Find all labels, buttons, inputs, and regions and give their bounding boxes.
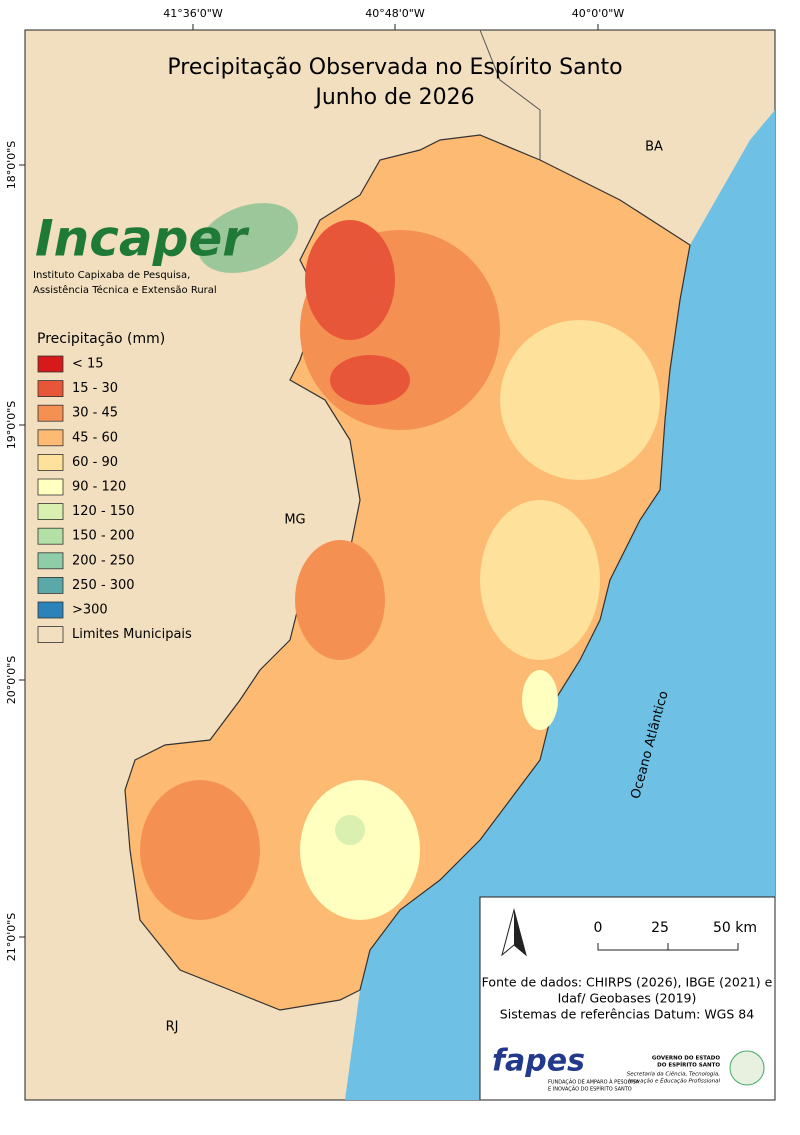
state-border (479, 29, 541, 160)
government-title: DO ESPÍRITO SANTO (657, 1061, 720, 1069)
legend-title: Precipitação (mm) (37, 331, 165, 347)
legend-label: 60 - 90 (72, 455, 118, 470)
coordinates: 41°36'0"W 40°48'0"W 40°0'0"W 18°0'0"S 19°0'0… (5, 7, 624, 961)
latitude-label: 18°0'0"S (5, 141, 18, 190)
longitude-label: 40°0'0"W (572, 7, 625, 20)
legend-label: Limites Municipais (72, 627, 192, 642)
longitude-label: 40°48'0"W (365, 7, 425, 20)
latitude-label: 20°0'0"S (5, 656, 18, 705)
legend-label: 90 - 120 (72, 480, 126, 495)
source-text: Sistemas de referências Datum: WGS 84 (500, 1007, 754, 1022)
legend-swatch (37, 552, 64, 570)
fapes-name: fapes (492, 1044, 585, 1079)
incaper-logo: Incaper Instituto Capixaba de Pesquisa, … (33, 203, 299, 296)
legend: < 15 15 - 30 30 - 45 45 - 60 60 - 90 90 - 120… (37, 355, 192, 643)
legend-label: 30 - 45 (72, 406, 118, 421)
scale-label: 25 (651, 920, 669, 936)
logo-subtitle: Assistência Técnica e Extensão Rural (33, 284, 217, 296)
government-title: GOVERNO DO ESTADO (652, 1056, 721, 1062)
legend-swatch (37, 601, 64, 619)
legend-swatch (37, 380, 64, 398)
legend-swatch (37, 355, 64, 373)
legend-label: 45 - 60 (72, 430, 118, 445)
legend-swatch (37, 429, 64, 447)
scale-label: 50 km (713, 920, 757, 936)
legend-swatch (37, 577, 64, 594)
legend-label: 200 - 250 (72, 553, 135, 568)
legend-label: 150 - 200 (72, 529, 135, 544)
logo-subtitle: Instituto Capixaba de Pesquisa, (33, 270, 190, 281)
north-arrow (514, 910, 526, 955)
legend-label: >300 (72, 603, 108, 618)
place-label: MG (284, 513, 305, 528)
longitude-label: 41°36'0"W (163, 7, 223, 20)
latitude-label: 21°0'0"S (5, 913, 18, 962)
legend-label: 250 - 300 (72, 578, 135, 593)
legend-swatch (37, 404, 64, 422)
logo-name: Incaper (35, 210, 250, 268)
precipitation-zones (140, 220, 660, 920)
legend-label: 15 - 30 (72, 381, 118, 396)
legend-swatch (37, 527, 64, 545)
legend-swatch (37, 503, 64, 521)
government-subtitle: Secretaria da Ciência, Tecnologia, (627, 1071, 720, 1078)
source-text: Idaf/ Geobases (2019) (558, 991, 697, 1006)
place-label: BA (645, 140, 663, 155)
legend-swatch (37, 626, 64, 643)
ocean (345, 110, 775, 1100)
government-seal (729, 1050, 765, 1086)
legend-swatch (37, 478, 64, 496)
latitude-label: 19°0'0"S (5, 401, 18, 450)
title: Precipitação Observada no Espírito Santo (167, 55, 622, 80)
info-box (479, 896, 776, 1101)
place-label: RJ (166, 1020, 179, 1035)
fapes-subtitle: FUNDAÇÃO DE AMPARO À PESQUISA (548, 1079, 640, 1086)
scale-label: 0 (594, 920, 603, 936)
government-subtitle: Inovação e Educação Profissional (628, 1079, 720, 1085)
source-text: Fonte de dados: CHIRPS (2026), IBGE (202… (482, 975, 773, 990)
title: Junho de 2026 (313, 85, 474, 110)
legend-label: 120 - 150 (72, 504, 135, 519)
legend-label: < 15 (72, 357, 104, 372)
legend-swatch (37, 453, 64, 471)
fapes-subtitle: E INOVAÇÃO DO ESPÍRITO SANTO (548, 1086, 632, 1093)
